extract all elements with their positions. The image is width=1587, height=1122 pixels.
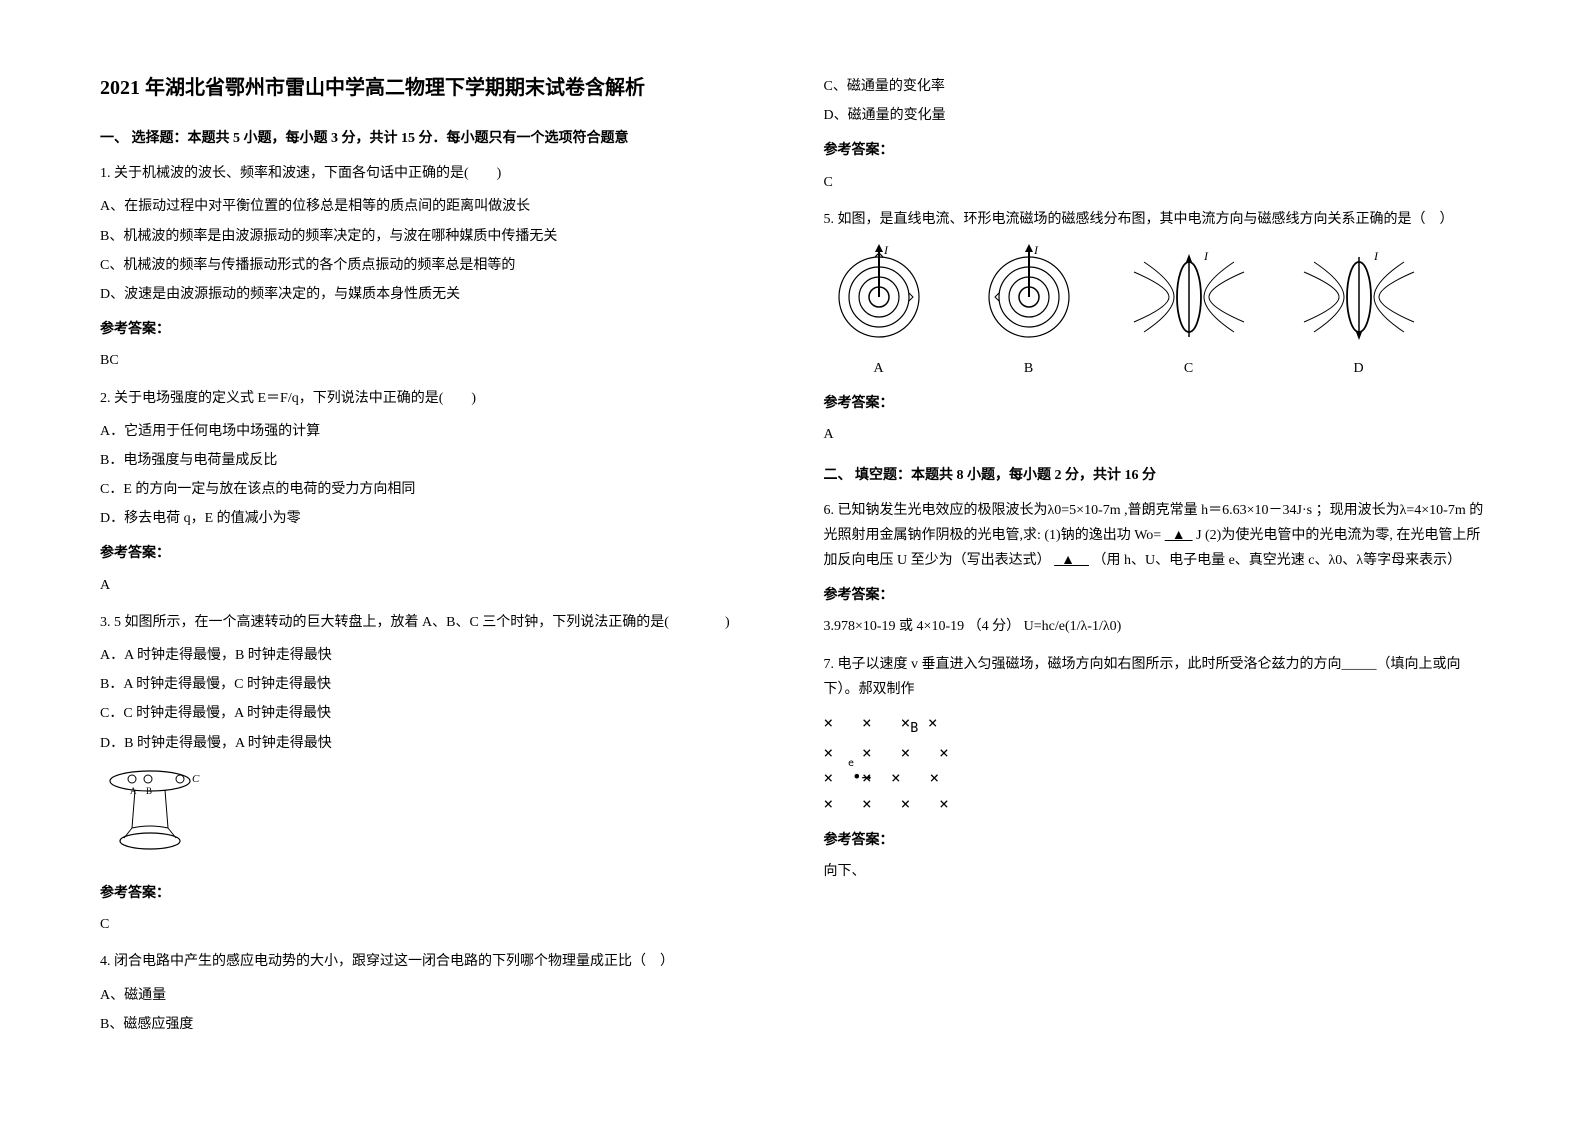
q2-optB: B．电场强度与电荷量成反比 [100,448,764,473]
right-column: C、磁通量的变化率 D、磁通量的变化量 参考答案： C 5. 如图，是直线电流、… [824,70,1488,1072]
left-column: 2021 年湖北省鄂州市雷山中学高二物理下学期期末试卷含解析 一、 选择题：本题… [100,70,764,1072]
spinner-figure: A B C [100,766,210,856]
q6-answer-val: 3.978×10-19 或 4×10-19 （4 分） U=hc/e(1/λ-1… [824,614,1488,639]
q2-optA: A．它适用于任何电场中场强的计算 [100,419,764,444]
q4-optD: D、磁通量的变化量 [824,103,1488,128]
q5-answer-label: 参考答案： [824,391,1488,416]
q5-figD: I D [1294,242,1424,381]
paper-title: 2021 年湖北省鄂州市雷山中学高二物理下学期期末试卷含解析 [100,70,764,106]
blank-triangle-2: ▲ [1054,548,1089,573]
svg-text:I: I [883,243,889,257]
q5-figB-label: B [974,356,1084,381]
q5-answer-val: A [824,422,1488,447]
q7-answer-val: 向下、 [824,859,1488,884]
q3-answer-label: 参考答案： [100,881,764,906]
q1-optC: C、机械波的频率与传播振动形式的各个质点振动的频率总是相等的 [100,253,764,278]
spinner-label-c: C [192,773,200,785]
q2-stem: 2. 关于电场强度的定义式 E＝F/q，下列说法中正确的是( ) [100,386,764,411]
q3-answer-val: C [100,912,764,937]
q3-optD: D．B 时钟走得最慢，A 时钟走得最快 [100,731,764,756]
svg-text:I: I [1033,243,1039,257]
q1-optD: D、波速是由波源振动的频率决定的，与媒质本身性质无关 [100,282,764,307]
blank-triangle-1: ▲ [1165,523,1193,548]
q1-optB: B、机械波的频率是由波源振动的频率决定的，与波在哪种媒质中传播无关 [100,224,764,249]
q4-stem: 4. 闭合电路中产生的感应电动势的大小，跟穿过这一闭合电路的下列哪个物理量成正比… [100,949,764,974]
q6-answer-label: 参考答案： [824,583,1488,608]
q1-stem: 1. 关于机械波的波长、频率和波速，下面各句话中正确的是( ) [100,161,764,186]
q6: 6. 已知钠发生光电效应的极限波长为λ0=5×10-7m ,普朗克常量 h＝6.… [824,498,1488,574]
q5-figA-label: A [824,356,934,381]
svg-text:I: I [1203,249,1209,263]
q3-optA: A．A 时钟走得最慢，B 时钟走得最快 [100,643,764,668]
q7-figure: × × ×B × × × × × × ×e•→ × × × × × × [824,710,1488,816]
q7-answer-label: 参考答案： [824,828,1488,853]
q7-b-label: B [910,721,918,736]
q5-figC: I C [1124,242,1254,381]
q3-optC: C．C 时钟走得最慢，A 时钟走得最快 [100,701,764,726]
q4-answer-label: 参考答案： [824,138,1488,163]
q5-figure-row: I A I B [824,242,1488,381]
q5-figB: I B [974,242,1084,381]
q2-optC: C．E 的方向一定与放在该点的电荷的受力方向相同 [100,477,764,502]
q5-figA: I A [824,242,934,381]
section1-header: 一、 选择题：本题共 5 小题，每小题 3 分，共计 15 分．每小题只有一个选… [100,126,764,151]
q4-optC: C、磁通量的变化率 [824,74,1488,99]
q1-answer-val: BC [100,348,764,373]
q5-stem: 5. 如图，是直线电流、环形电流磁场的磁感线分布图，其中电流方向与磁感线方向关系… [824,207,1488,232]
q4-answer-val: C [824,170,1488,195]
section2-header: 二、 填空题：本题共 8 小题，每小题 2 分，共计 16 分 [824,463,1488,488]
svg-text:I: I [1373,249,1379,263]
q1-answer-label: 参考答案： [100,317,764,342]
q3-optB: B．A 时钟走得最慢，C 时钟走得最快 [100,672,764,697]
q5-figD-label: D [1294,356,1424,381]
spinner-label-b: B [146,786,152,796]
q7-stem: 7. 电子以速度 v 垂直进入匀强磁场，磁场方向如右图所示，此时所受洛仑兹力的方… [824,652,1488,702]
q2-answer-label: 参考答案： [100,541,764,566]
q2-optD: D．移去电荷 q，E 的值减小为零 [100,506,764,531]
q4-optB: B、磁感应强度 [100,1012,764,1037]
q4-optA: A、磁通量 [100,983,764,1008]
spinner-label-a: A [130,786,137,796]
q6-stem-end: （用 h、U、电子电量 e、真空光速 c、λ0、λ等字母来表示） [1092,553,1461,568]
q5-figC-label: C [1124,356,1254,381]
q3-stem: 3. 5 如图所示，在一个高速转动的巨大转盘上，放着 A、B、C 三个时钟，下列… [100,610,764,635]
q1-optA: A、在振动过程中对平衡位置的位移总是相等的质点间的距离叫做波长 [100,194,764,219]
q2-answer-val: A [100,573,764,598]
